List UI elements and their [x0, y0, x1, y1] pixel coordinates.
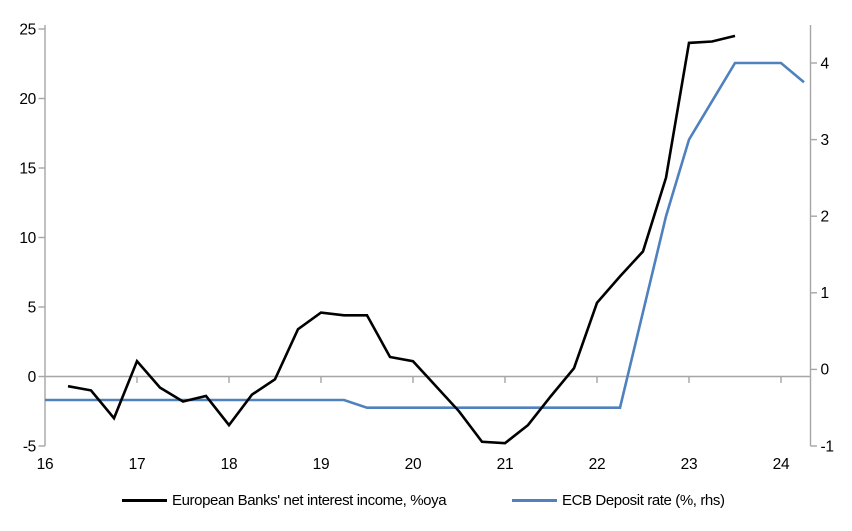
right-axis-tick-label: -1: [821, 438, 834, 455]
right-axis-tick-label: 1: [821, 285, 829, 302]
x-axis-tick-label: 18: [221, 456, 238, 473]
x-axis-tick-label: 19: [313, 456, 330, 473]
left-axis-tick-label: 25: [19, 21, 36, 38]
legend-swatch-net-interest-income-line: [122, 499, 167, 502]
x-axis-tick-label: 16: [37, 456, 54, 473]
legend-item-net-interest-income: European Banks' net interest income, %oy…: [122, 492, 447, 509]
x-axis-tick-label: 24: [773, 456, 790, 473]
legend-item-ecb-deposit-rate: ECB Deposit rate (%, rhs): [512, 492, 725, 509]
legend-swatch-ecb-deposit-rate-line: [512, 499, 557, 502]
x-axis-tick-label: 21: [497, 456, 514, 473]
x-axis-tick-label: 22: [589, 456, 606, 473]
left-axis-tick-label: 10: [19, 230, 36, 247]
left-axis-tick-label: -5: [23, 438, 36, 455]
x-axis-tick-label: 20: [405, 456, 422, 473]
left-axis-tick-label: 0: [28, 369, 37, 386]
x-axis-tick-label: 23: [681, 456, 698, 473]
left-axis-tick-label: 15: [19, 160, 36, 177]
legend-label-ecb-deposit-rate: ECB Deposit rate (%, rhs): [562, 492, 725, 509]
right-axis-tick-label: 0: [821, 362, 830, 379]
right-axis-tick-label: 2: [821, 209, 829, 226]
left-axis-tick-label: 5: [28, 299, 36, 316]
series-line-ecb-deposit-rate: [45, 61, 805, 410]
series-line-net-interest-income: [67, 34, 736, 445]
left-axis-tick-label: 20: [19, 91, 36, 108]
right-axis-tick-label: 3: [821, 132, 829, 149]
right-axis-tick-label: 4: [821, 55, 830, 72]
x-axis-tick-label: 17: [129, 456, 146, 473]
legend-label-net-interest-income: European Banks' net interest income, %oy…: [172, 492, 447, 509]
